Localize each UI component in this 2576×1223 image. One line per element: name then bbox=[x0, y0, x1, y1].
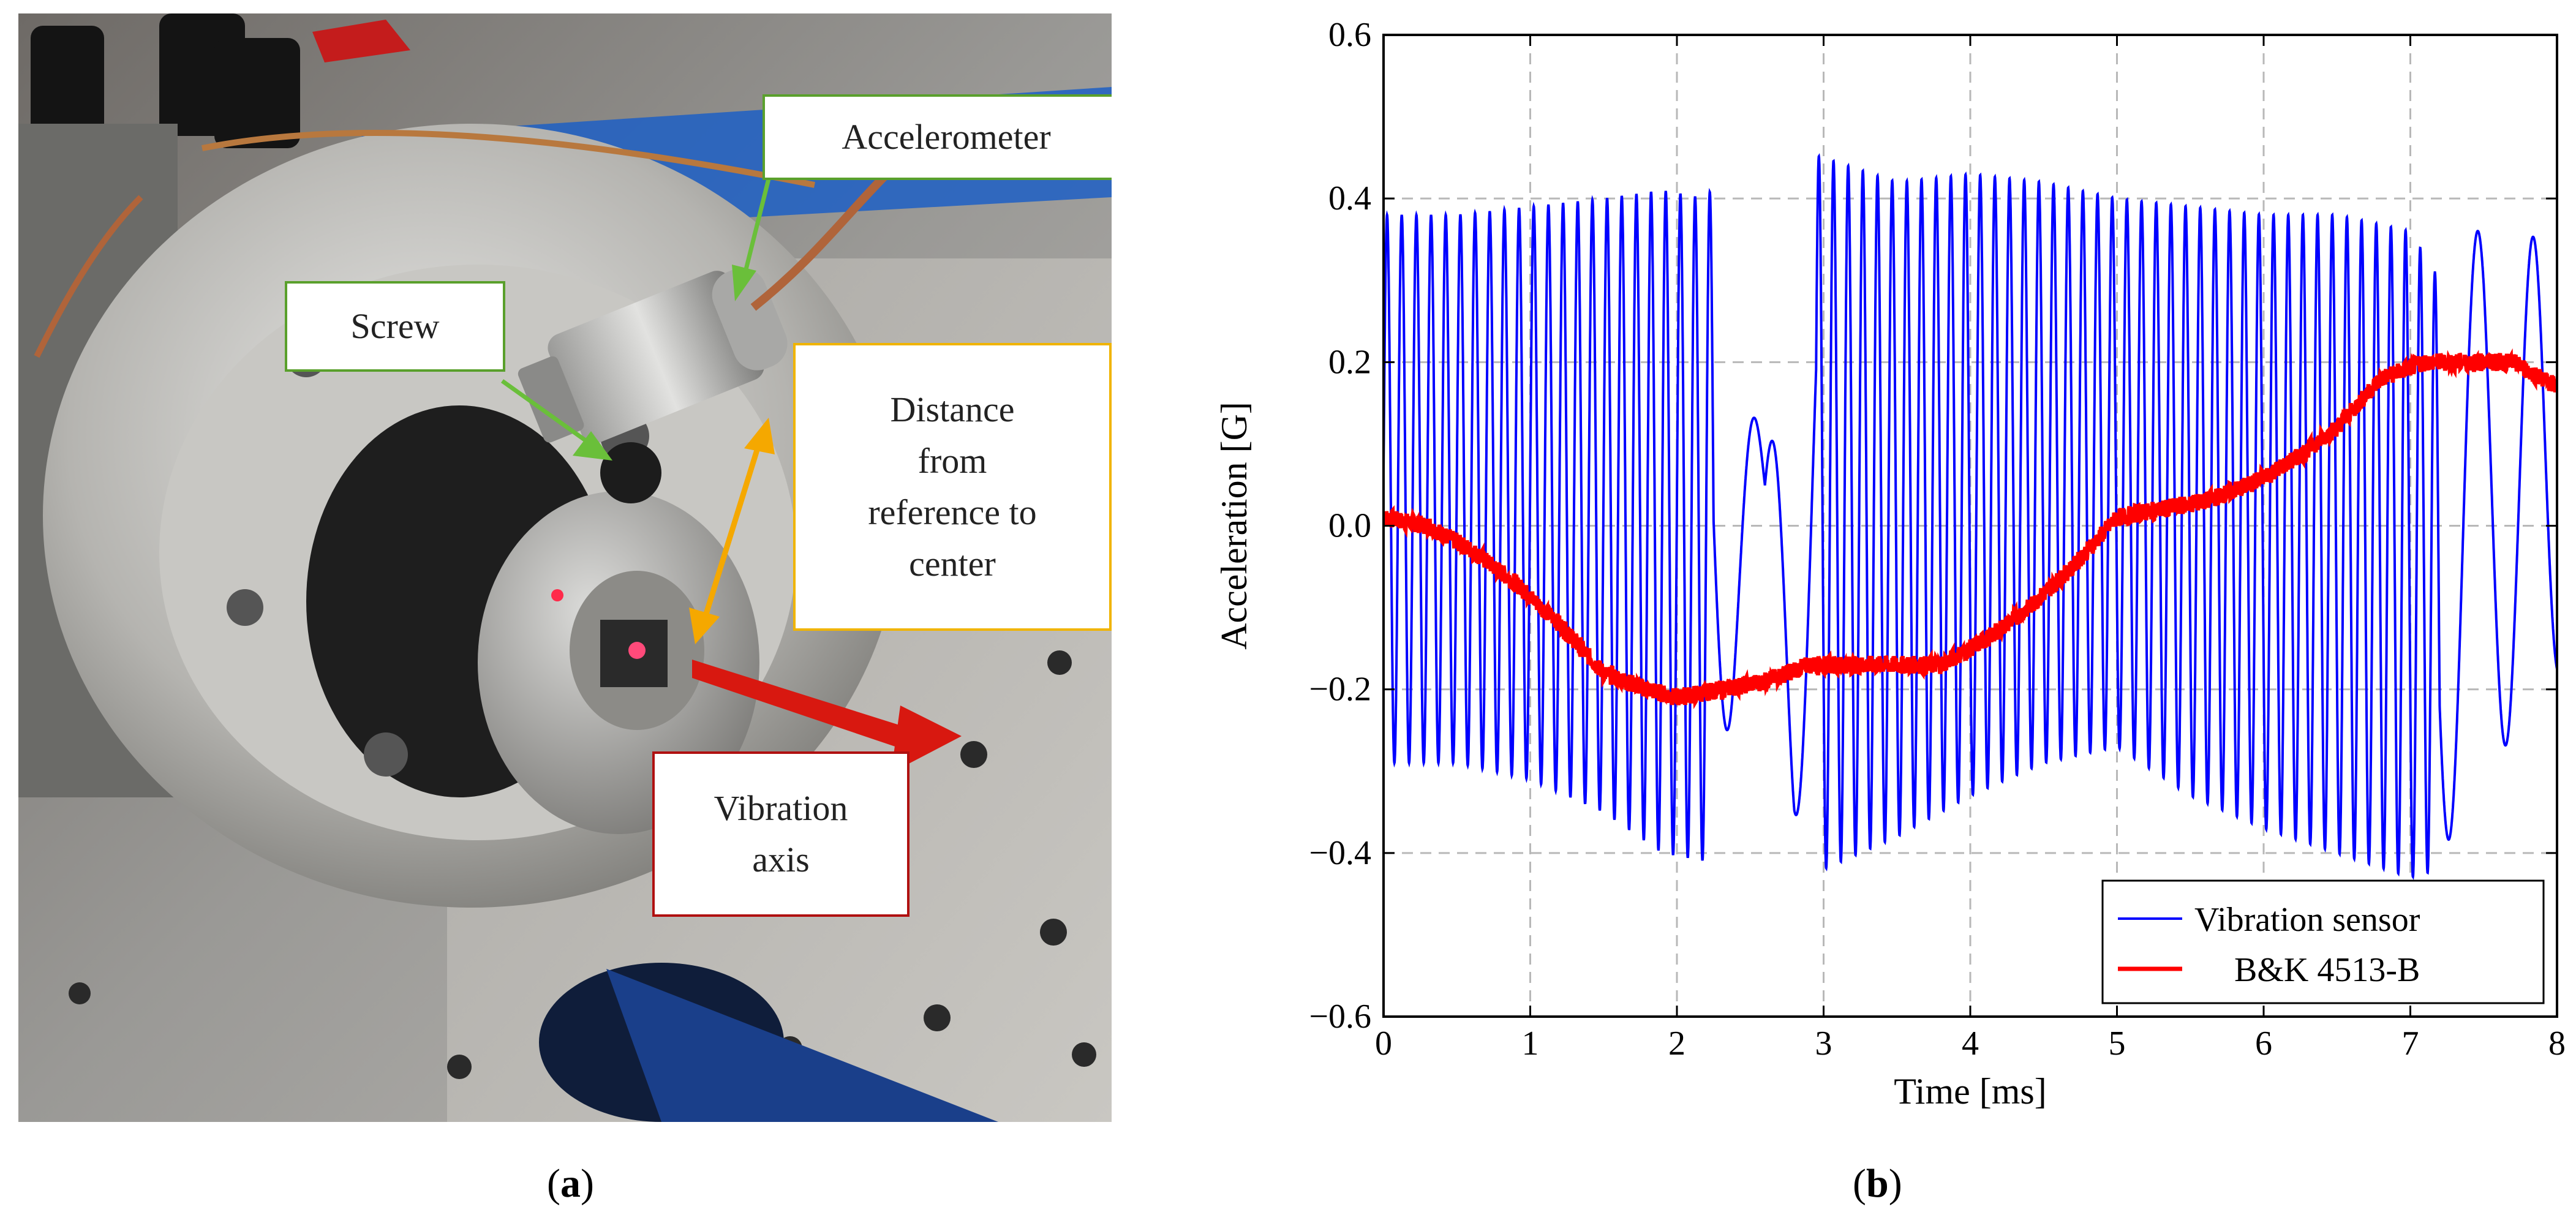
x-tick-label: 4 bbox=[1962, 1025, 1979, 1063]
x-axis-label: Time [ms] bbox=[1894, 1071, 2047, 1112]
y-tick-label: 0.4 bbox=[1328, 179, 1371, 217]
y-tick-label: 0.2 bbox=[1328, 343, 1371, 381]
accelerometer-cable bbox=[750, 170, 891, 311]
distance-arrow bbox=[701, 441, 763, 621]
y-tick-label: 0.6 bbox=[1328, 16, 1371, 54]
series-vibration-sensor-line bbox=[1384, 153, 2557, 880]
accelerometer-arrow bbox=[742, 166, 774, 277]
x-tick-label: 7 bbox=[2402, 1025, 2419, 1063]
y-tick-label: −0.6 bbox=[1309, 998, 1371, 1036]
photo-panel: Accelerometer Screw Distance from refere… bbox=[18, 13, 1112, 1122]
x-tick-label: 6 bbox=[2255, 1025, 2272, 1063]
label-distance: Distance from reference to center bbox=[793, 343, 1112, 631]
label-screw: Screw bbox=[285, 281, 505, 372]
x-tick-label: 2 bbox=[1668, 1025, 1685, 1063]
x-tick-label: 0 bbox=[1375, 1025, 1392, 1063]
acceleration-chart: 0 1 2 3 4 5 6 7 8 −0.6 −0.4 −0.2 0.0 0.2 0.4 0.6 Time [m… bbox=[1214, 16, 2566, 1112]
blue-object-body bbox=[606, 969, 998, 1122]
caption-a-letter: a bbox=[560, 1161, 581, 1206]
laser-dot bbox=[628, 642, 646, 659]
caption-b-letter: b bbox=[1866, 1161, 1889, 1206]
x-tick-label: 3 bbox=[1815, 1025, 1832, 1063]
x-tick-label: 1 bbox=[1522, 1025, 1539, 1063]
vibration-arrow-shaft bbox=[692, 660, 925, 754]
legend-label: Vibration sensor bbox=[2194, 901, 2420, 939]
screw-arrowhead bbox=[573, 431, 612, 461]
caption-b: (b) bbox=[1853, 1161, 1902, 1206]
y-tick-label: −0.4 bbox=[1309, 834, 1371, 872]
chart-panel: 0 1 2 3 4 5 6 7 8 −0.6 −0.4 −0.2 0.0 0.2 0.4 0.6 Time [m… bbox=[1164, 0, 2576, 1139]
red-connector bbox=[312, 20, 410, 62]
wire-bundle bbox=[201, 130, 815, 188]
screw-arrow bbox=[500, 379, 590, 444]
label-vibration-axis: Vibration axis bbox=[652, 751, 910, 917]
wire-left bbox=[34, 195, 143, 358]
x-tick-label: 5 bbox=[2109, 1025, 2126, 1063]
distance-arrowhead-top bbox=[744, 418, 775, 454]
label-accelerometer: Accelerometer bbox=[763, 94, 1112, 180]
series-bk-4513b-line bbox=[1384, 348, 2557, 710]
y-tick-label: 0.0 bbox=[1328, 507, 1371, 545]
y-axis-label: Acceleration [G] bbox=[1214, 402, 1254, 650]
screw-hole bbox=[600, 442, 661, 503]
legend-box bbox=[2101, 879, 2545, 1004]
laser-spot bbox=[551, 589, 563, 601]
distance-arrowhead-bottom bbox=[689, 608, 720, 644]
x-tick-label: 8 bbox=[2548, 1025, 2566, 1063]
caption-a: (a) bbox=[547, 1161, 594, 1206]
y-tick-label: −0.2 bbox=[1309, 671, 1371, 709]
legend-label: B&K 4513-B bbox=[2234, 951, 2420, 989]
accelerometer-arrowhead bbox=[732, 265, 756, 301]
